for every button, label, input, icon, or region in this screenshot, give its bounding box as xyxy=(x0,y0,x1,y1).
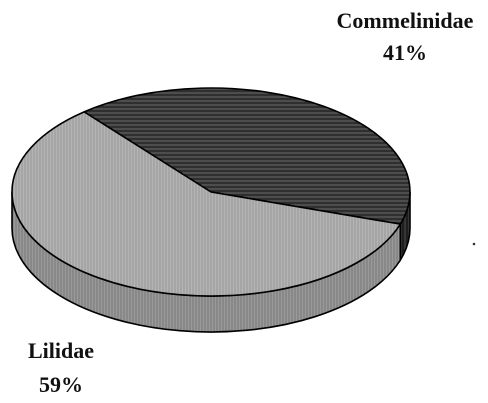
slice-label-lilidae-percent: 59% xyxy=(39,372,83,397)
slice-label-commelinidae-name: Commelinidae xyxy=(337,8,474,33)
stray-dot xyxy=(472,242,476,246)
slice-label-commelinidae-percent: 41% xyxy=(383,40,427,65)
pie-labels: Commelinidae 41% Lilidae 59% xyxy=(28,8,474,397)
slice-label-lilidae-name: Lilidae xyxy=(28,338,94,363)
pie-top-faces xyxy=(11,87,411,297)
slice-commelinidae xyxy=(83,87,411,225)
slice-lilidae xyxy=(11,111,402,297)
